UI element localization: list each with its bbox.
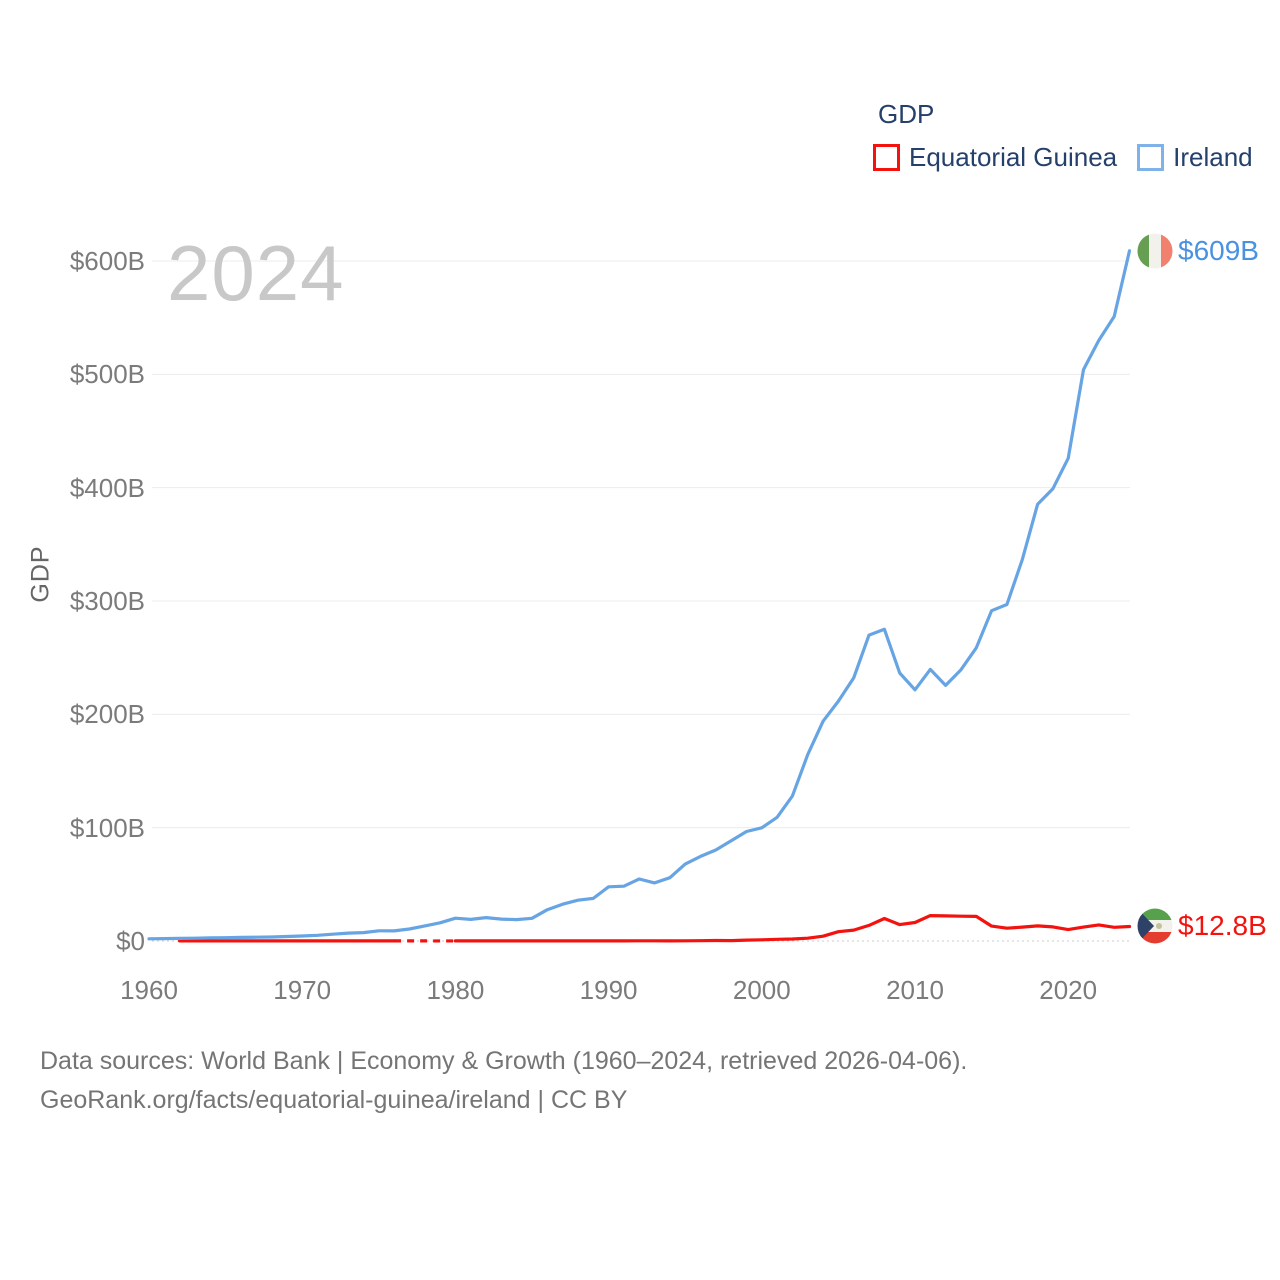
y-tick-label: $400B bbox=[69, 472, 145, 503]
chart-plot-area bbox=[147, 249, 1132, 943]
x-tick-label: 2000 bbox=[732, 975, 791, 1005]
legend-title: GDP bbox=[878, 99, 935, 129]
ireland-line[interactable] bbox=[147, 249, 1132, 941]
ireland-swatch-icon bbox=[1137, 144, 1165, 171]
y-tick-label: $200B bbox=[69, 699, 145, 730]
y-axis-title: GDP bbox=[26, 545, 55, 603]
equatorial-guinea-line[interactable] bbox=[453, 913, 1132, 943]
ireland-end-value-label: $609B bbox=[1178, 235, 1259, 266]
data-sources-text: Data sources: World Bank | Economy & Gro… bbox=[40, 1047, 968, 1075]
legend-item-ireland[interactable]: Ireland bbox=[1137, 142, 1253, 173]
y-tick-label: $0 bbox=[116, 926, 145, 956]
ireland-flag-icon bbox=[1137, 233, 1173, 269]
x-tick-label: 2020 bbox=[1039, 975, 1098, 1005]
x-tick-label: 1990 bbox=[579, 975, 638, 1005]
x-tick-label: 1960 bbox=[120, 975, 178, 1005]
legend-label-equatorial-guinea: Equatorial Guinea bbox=[909, 142, 1118, 172]
x-tick-label: 1970 bbox=[273, 975, 332, 1005]
legend: Equatorial Guinea Ireland bbox=[873, 142, 1253, 173]
y-tick-label: $300B bbox=[69, 586, 145, 616]
x-tick-label: 1980 bbox=[426, 975, 485, 1005]
x-tick-label: 2010 bbox=[886, 975, 944, 1005]
y-tick-label: $600B bbox=[69, 246, 145, 276]
legend-item-equatorial-guinea[interactable]: Equatorial Guinea bbox=[873, 142, 1117, 173]
y-tick-label: $100B bbox=[69, 812, 145, 843]
legend-label-ireland: Ireland bbox=[1173, 142, 1253, 172]
equatorial-guinea-flag-icon bbox=[1137, 908, 1173, 944]
year-watermark: 2024 bbox=[167, 229, 345, 317]
equatorial-guinea-swatch-icon bbox=[873, 144, 900, 171]
equatorial-guinea-end-value-label: $12.8B bbox=[1178, 910, 1267, 941]
y-tick-label: $500B bbox=[69, 359, 145, 390]
attribution-link-text: GeoRank.org/facts/equatorial-guinea/irel… bbox=[40, 1086, 628, 1114]
